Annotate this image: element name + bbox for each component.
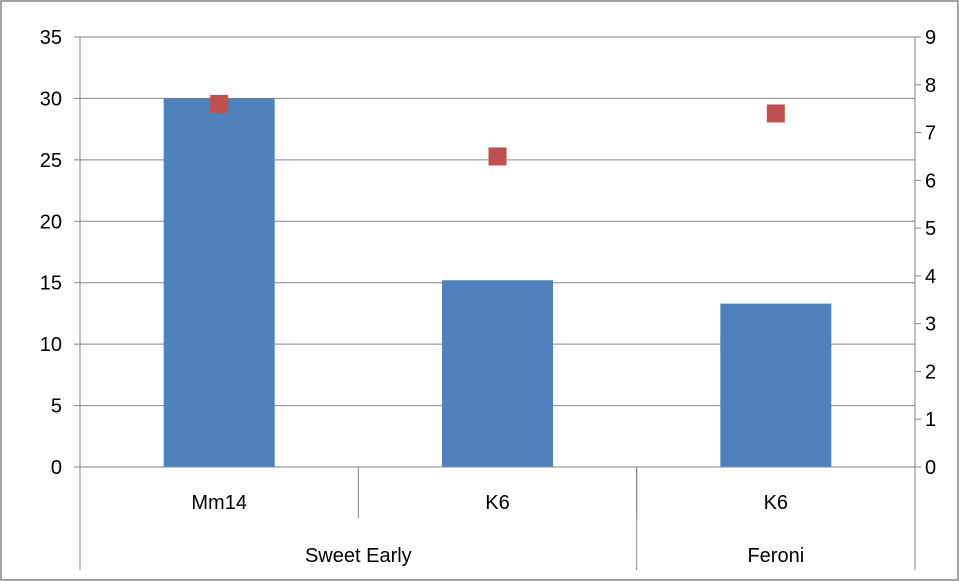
bar (720, 303, 832, 467)
y2-tick-label: 2 (925, 361, 936, 383)
bar-series (163, 98, 832, 467)
y-tick-label: 10 (40, 334, 62, 356)
y-tick-label: 35 (40, 27, 62, 49)
bar (163, 98, 275, 467)
axis-labels: 0 5 10 15 20 25 30 35 0 1 2 3 4 5 6 7 8 9 Mm14 K6 K6 Sweet Ea… (40, 27, 936, 567)
x-category-label: K6 (485, 492, 509, 514)
y-tick-label: 25 (40, 150, 62, 172)
scatter-series (210, 94, 785, 166)
y2-tick-label: 4 (925, 266, 936, 288)
bar (442, 280, 553, 467)
y-tick-label: 5 (51, 396, 62, 418)
y-tick-label: 20 (40, 211, 62, 233)
y2-tick-label: 6 (925, 170, 936, 192)
y2-tick-label: 7 (925, 123, 936, 145)
y2-tick-label: 0 (925, 457, 936, 479)
axes (74, 36, 921, 570)
x-category-label: K6 (764, 492, 788, 514)
x-category-label: Mm14 (191, 492, 247, 514)
x-group-label: Feroni (747, 545, 804, 567)
x-group-label: Sweet Early (305, 545, 412, 567)
scatter-point (488, 147, 507, 166)
y2-tick-label: 8 (925, 75, 936, 97)
y2-tick-label: 9 (925, 27, 936, 49)
scatter-point (210, 94, 229, 113)
y-tick-label: 15 (40, 273, 62, 295)
scatter-point (766, 104, 785, 123)
y-tick-label: 30 (40, 88, 62, 110)
y-tick-label: 0 (51, 457, 62, 479)
y2-tick-label: 1 (925, 409, 936, 431)
y2-tick-label: 5 (925, 218, 936, 240)
y2-tick-label: 3 (925, 314, 936, 336)
